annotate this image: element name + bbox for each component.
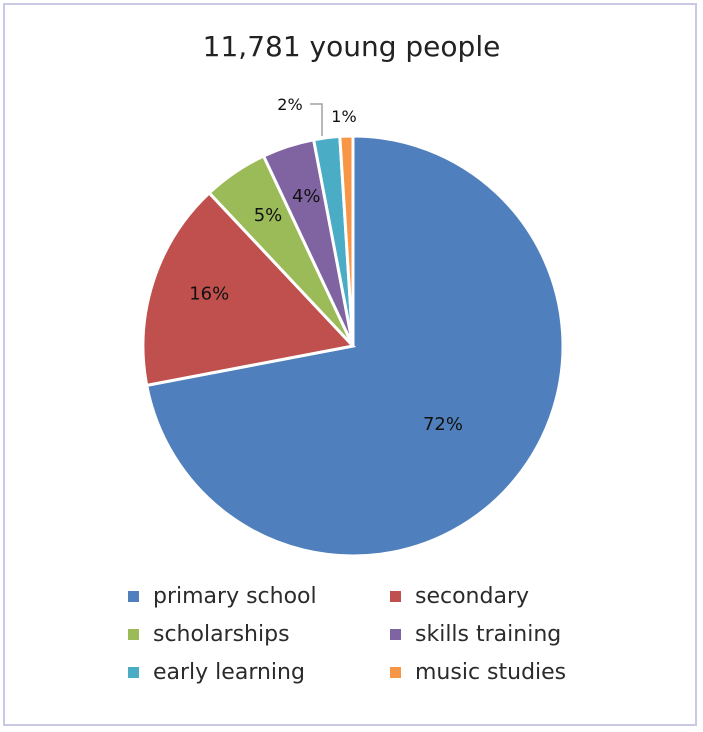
legend-label-scholarships: scholarships	[153, 621, 290, 647]
data-label-primary-school: 72%	[423, 414, 463, 435]
legend: primary school secondary scholarships sk…	[128, 582, 608, 686]
legend-item-secondary: secondary	[390, 582, 608, 610]
legend-item-skills-training: skills training	[390, 620, 608, 648]
chart-title: 11,781 young people	[202, 30, 501, 63]
legend-swatch-primary-school	[128, 590, 139, 602]
legend-item-primary-school: primary school	[128, 582, 390, 610]
data-label-secondary: 16%	[189, 283, 229, 304]
data-label-early-learning: 2%	[277, 95, 302, 114]
legend-label-primary-school: primary school	[153, 583, 317, 609]
legend-label-music-studies: music studies	[415, 659, 567, 685]
legend-swatch-scholarships	[128, 628, 139, 640]
legend-item-early-learning: early learning	[128, 658, 390, 686]
legend-label-early-learning: early learning	[153, 659, 305, 685]
legend-item-music-studies: music studies	[390, 658, 608, 686]
data-label-music-studies: 1%	[331, 107, 356, 126]
data-label-skills-training: 4%	[292, 186, 321, 207]
legend-swatch-early-learning	[128, 666, 139, 678]
pie-slice-music-studies	[338, 134, 355, 347]
pie-slice-secondary	[141, 190, 356, 388]
legend-swatch-secondary	[390, 590, 401, 602]
data-label-scholarships: 5%	[254, 205, 283, 226]
legend-label-secondary: secondary	[415, 583, 530, 609]
legend-swatch-skills-training	[390, 628, 401, 640]
leader-line-early-learning	[310, 103, 323, 136]
legend-swatch-music-studies	[390, 666, 401, 678]
legend-label-skills-training: skills training	[415, 621, 562, 647]
legend-item-scholarships: scholarships	[128, 620, 390, 648]
